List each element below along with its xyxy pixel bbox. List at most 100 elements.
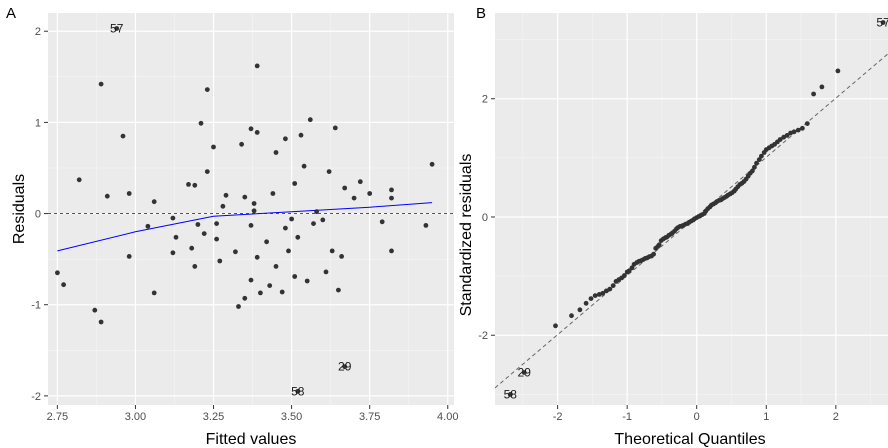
panel-b-x-tick-label: 0 — [694, 411, 700, 423]
panel-a-data-point — [92, 307, 98, 313]
panel-b-data-point — [750, 168, 755, 174]
panel-b-y-tick-label: 2 — [482, 94, 488, 106]
panel-a-data-point — [170, 215, 176, 221]
panel-b-reference-line — [495, 53, 888, 389]
panel-a-data-point — [283, 225, 288, 231]
panel-b-data-point — [656, 242, 662, 248]
panel-a-data-point — [189, 245, 195, 251]
panel-a-data-point — [254, 254, 260, 260]
panel-a-outlier-label: 29 — [338, 360, 352, 374]
panel-b-data-point — [756, 157, 762, 163]
panel-a-smooth-line — [57, 202, 433, 252]
panel-a-points — [55, 63, 435, 325]
panel-a-data-point — [283, 136, 288, 142]
panel-b-y-tick-label: -2 — [478, 330, 488, 342]
panel-a-data-point — [217, 258, 223, 264]
panel-b-data-point — [577, 307, 583, 313]
panel-a-data-point — [342, 185, 348, 191]
panel-a-data-point — [307, 117, 313, 123]
panel-b-outlier-label: 29 — [518, 366, 532, 380]
panel-b-data-point — [795, 127, 801, 133]
panel-a-y-ticks: -2 -1 0 1 2 — [31, 26, 48, 403]
panel-a-x-tick-label: 3.50 — [281, 411, 302, 423]
panel-a-y-tick-label: 1 — [35, 117, 41, 129]
panel-a-data-point — [145, 223, 151, 229]
panel-a-data-point — [264, 239, 269, 245]
panel-b-y-axis-title: Standardized residuals — [458, 154, 475, 317]
panel-a-data-point — [192, 264, 198, 269]
panel-a-data-point — [251, 201, 257, 206]
panel-a-data-point — [104, 193, 110, 199]
panel-b-data-point — [569, 313, 574, 319]
panel-b-data-point — [811, 91, 816, 97]
panel-a-data-point — [351, 195, 357, 201]
panel-a-data-point — [254, 130, 260, 135]
panel-a-data-point — [214, 236, 220, 242]
panel-b-x-tick-label: -2 — [553, 411, 563, 423]
panel-b-outlier-point — [880, 20, 886, 25]
panel-a-data-point — [186, 182, 191, 187]
panel-b-outlier-point — [521, 370, 527, 375]
panel-b-letter: B — [476, 5, 486, 22]
panel-a-data-point — [55, 270, 60, 276]
panel-a-x-tick-label: 3.75 — [359, 411, 380, 423]
panel-a-data-point — [357, 179, 363, 185]
panel-a-data-point — [211, 144, 216, 150]
panel-b-data-point — [754, 160, 759, 166]
panel-b-data-point — [588, 296, 594, 301]
panel-a-data-point — [239, 141, 245, 147]
panel-b-data-point — [553, 323, 558, 329]
panel-a-data-point — [258, 290, 263, 296]
panel-a-data-point — [304, 278, 310, 284]
panel-a-data-point — [289, 216, 294, 222]
panel-a-data-point — [311, 221, 316, 227]
panel-b-qq-line — [495, 53, 888, 389]
panel-b-x-tick-label: 2 — [833, 411, 839, 423]
panel-a-data-point — [326, 169, 332, 175]
panel-a-data-point — [301, 163, 307, 169]
panel-a-data-point — [120, 133, 126, 139]
panel-b-y-ticks: -2 0 2 — [478, 94, 495, 342]
panel-a-data-point — [98, 81, 104, 87]
panel-a-data-point — [423, 223, 429, 228]
panel-a-data-point — [126, 191, 132, 196]
panel-a-data-point — [323, 269, 329, 275]
panel-a-data-point — [279, 289, 285, 295]
panel-a-data-point — [98, 319, 104, 325]
panel-a-data-point — [254, 63, 260, 69]
panel-a-data-point — [223, 192, 229, 198]
panel-b-data-point — [791, 129, 797, 135]
panel-a-data-point — [248, 126, 254, 132]
panel-b-data-point — [804, 121, 810, 126]
panel-a-data-point — [214, 221, 220, 227]
panel-a-data-point — [286, 248, 291, 254]
panel-a-y-axis-title: Residuals — [11, 174, 28, 244]
panel-b-data-point — [629, 265, 635, 271]
panel-b-data-point — [583, 300, 589, 306]
panel-b-points — [553, 68, 841, 329]
panel-b-x-ticks: -2 -1 0 1 2 — [553, 405, 839, 423]
panel-b-plot-area — [495, 13, 888, 405]
panel-b-y-tick-label: 0 — [482, 212, 488, 224]
panel-a-data-point — [151, 290, 157, 296]
panel-b-data-point — [610, 283, 616, 288]
panel-a-data-point — [204, 169, 210, 175]
panel-b-x-tick-label: -1 — [622, 411, 632, 423]
panel-a-y-tick-label: 0 — [35, 209, 41, 221]
panel-a-x-tick-label: 3.25 — [203, 411, 224, 423]
panel-a-data-point — [236, 304, 241, 309]
panel-a-data-point — [170, 250, 176, 256]
panel-b-data-point — [592, 293, 598, 298]
panel-a-data-point — [292, 274, 298, 279]
panel-a-outlier-point — [295, 388, 301, 394]
panel-a-gridlines — [48, 13, 454, 405]
panel-a-x-tick-label: 2.75 — [47, 411, 68, 423]
panel-a-outlier-point — [114, 26, 120, 31]
panel-b-gridlines — [495, 13, 888, 405]
panel-b-data-point — [752, 164, 757, 170]
panel-a-x-ticks: 2.75 3.00 3.25 3.50 3.75 4.00 — [47, 405, 458, 423]
panel-b-data-point — [819, 84, 825, 90]
panel-b-data-point — [777, 137, 783, 142]
